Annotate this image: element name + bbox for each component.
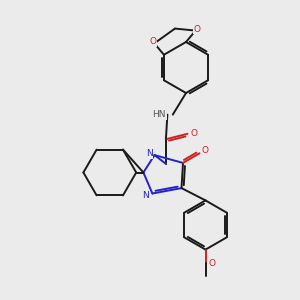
Text: O: O xyxy=(190,129,198,138)
Text: N: N xyxy=(146,149,152,158)
Text: N: N xyxy=(142,190,149,200)
Text: HN: HN xyxy=(152,110,166,119)
Text: O: O xyxy=(194,25,201,34)
Text: O: O xyxy=(149,37,156,46)
Text: O: O xyxy=(202,146,209,155)
Text: O: O xyxy=(208,259,216,268)
